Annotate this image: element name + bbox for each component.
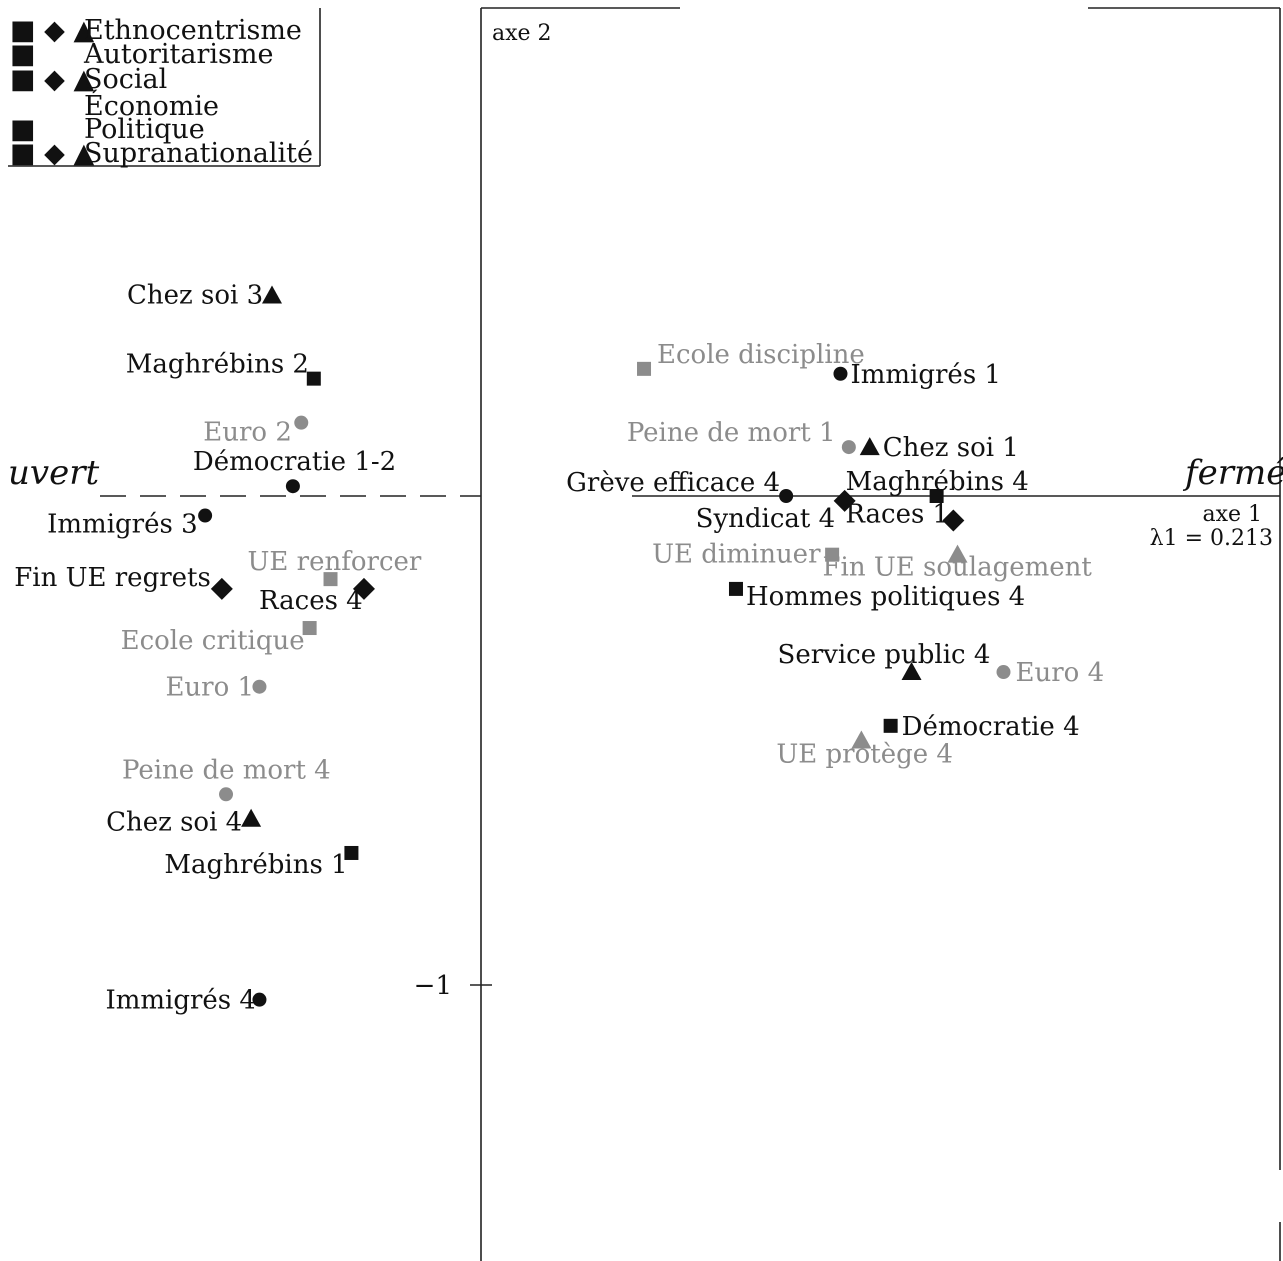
point-label: Grève efficace 4 bbox=[566, 468, 780, 498]
y-axis-label: axe 2 bbox=[492, 21, 552, 46]
point-label: Euro 1 bbox=[165, 673, 254, 703]
point-label: Races 1 bbox=[845, 499, 949, 529]
point-marker-diamond bbox=[942, 509, 965, 532]
x-axis-label: axe 1 bbox=[1202, 502, 1262, 527]
point-marker-circle bbox=[252, 679, 267, 694]
point-marker-diamond bbox=[352, 577, 375, 600]
pole-right-label: fermé bbox=[1182, 453, 1283, 493]
point-label: Hommes politiques 4 bbox=[746, 582, 1025, 612]
point-label: Ecole discipline bbox=[657, 340, 865, 370]
point-marker-square bbox=[929, 489, 944, 503]
legend-markers-2: ■ ◆ ▲ bbox=[10, 64, 94, 95]
point-label: Immigrés 3 bbox=[47, 510, 198, 540]
point-marker-square bbox=[302, 621, 317, 636]
point-marker-diamond bbox=[833, 489, 856, 512]
legend-markers-0: ■ ◆ ▲ bbox=[10, 15, 94, 46]
eigenvalue-label: λ1 = 0.213 bbox=[1150, 526, 1273, 551]
point-label: Fin UE soulagement bbox=[823, 553, 1093, 583]
legend-label-2: Social bbox=[84, 64, 167, 95]
legend-label-3: Économie bbox=[84, 89, 219, 122]
point-label: UE diminuer bbox=[652, 540, 821, 570]
point-label: Races 4 bbox=[259, 586, 363, 616]
legend-markers-1: ■ bbox=[10, 39, 36, 70]
point-marker-square bbox=[306, 371, 321, 386]
point-marker-circle bbox=[219, 787, 234, 802]
point-marker-triangle bbox=[947, 544, 968, 563]
point-label: UE protège 4 bbox=[776, 740, 953, 770]
axes bbox=[8, 7, 1281, 1261]
legend-markers-4: ■ bbox=[10, 114, 36, 145]
point-marker-triangle bbox=[859, 437, 880, 456]
point-label: Maghrébins 1 bbox=[164, 850, 347, 880]
point-marker-triangle bbox=[262, 285, 282, 304]
pole-left-label: uvert bbox=[8, 453, 99, 493]
point-label: Chez soi 3 bbox=[127, 281, 263, 311]
legend-label-4: Politique bbox=[84, 114, 205, 145]
point-label: Service public 4 bbox=[778, 640, 991, 670]
legend-label-1: Autoritarisme bbox=[83, 39, 273, 70]
legend-label-0: Ethnocentrisme bbox=[84, 15, 302, 46]
point-marker-square bbox=[344, 845, 359, 860]
point-label: Chez soi 4 bbox=[106, 808, 242, 838]
point-label: Syndicat 4 bbox=[696, 504, 836, 534]
legend-label-5: Supranationalité bbox=[84, 138, 313, 169]
point-label: Maghrébins 4 bbox=[846, 467, 1029, 497]
point-marker-square bbox=[728, 581, 743, 596]
point-label: Peine de mort 1 bbox=[627, 418, 836, 448]
point-marker-triangle bbox=[851, 730, 872, 749]
point-marker-circle bbox=[294, 415, 309, 430]
point-label: Fin UE regrets bbox=[14, 563, 211, 593]
point-label: Maghrébins 2 bbox=[126, 350, 309, 380]
legend-markers-5: ■ ◆ ▲ bbox=[10, 138, 94, 169]
point-marker-square bbox=[883, 718, 898, 733]
point-label: Chez soi 1 bbox=[883, 433, 1019, 463]
point-label: UE renforcer bbox=[248, 547, 422, 577]
point-label: Euro 2 bbox=[203, 418, 292, 448]
point-marker-triangle bbox=[241, 808, 262, 827]
point-marker-circle bbox=[833, 366, 848, 381]
point-label: Démocratie 1-2 bbox=[193, 447, 396, 477]
point-label: Euro 4 bbox=[1016, 658, 1105, 688]
point-label: Immigrés 1 bbox=[850, 360, 1001, 390]
point-marker-square bbox=[637, 361, 652, 376]
point-marker-circle bbox=[252, 992, 267, 1007]
point-marker-circle bbox=[198, 508, 213, 523]
point-marker-circle bbox=[779, 489, 794, 503]
point-marker-circle bbox=[285, 479, 300, 494]
point-marker-square bbox=[323, 572, 338, 587]
point-marker-circle bbox=[996, 665, 1011, 680]
point-marker-triangle bbox=[901, 662, 922, 681]
point-label: Peine de mort 4 bbox=[122, 755, 331, 785]
y-tick-label: −1 bbox=[414, 971, 452, 1001]
point-label: Ecole critique bbox=[121, 626, 305, 656]
legend: ■ ◆ ▲ Ethnocentrisme ■ Autoritarisme ■ ◆… bbox=[10, 15, 313, 169]
point-label: Démocratie 4 bbox=[902, 712, 1080, 742]
point-label: Immigrés 4 bbox=[105, 986, 256, 1016]
point-marker-square bbox=[825, 547, 840, 562]
point-marker-circle bbox=[841, 440, 856, 455]
point-marker-diamond bbox=[210, 577, 233, 600]
